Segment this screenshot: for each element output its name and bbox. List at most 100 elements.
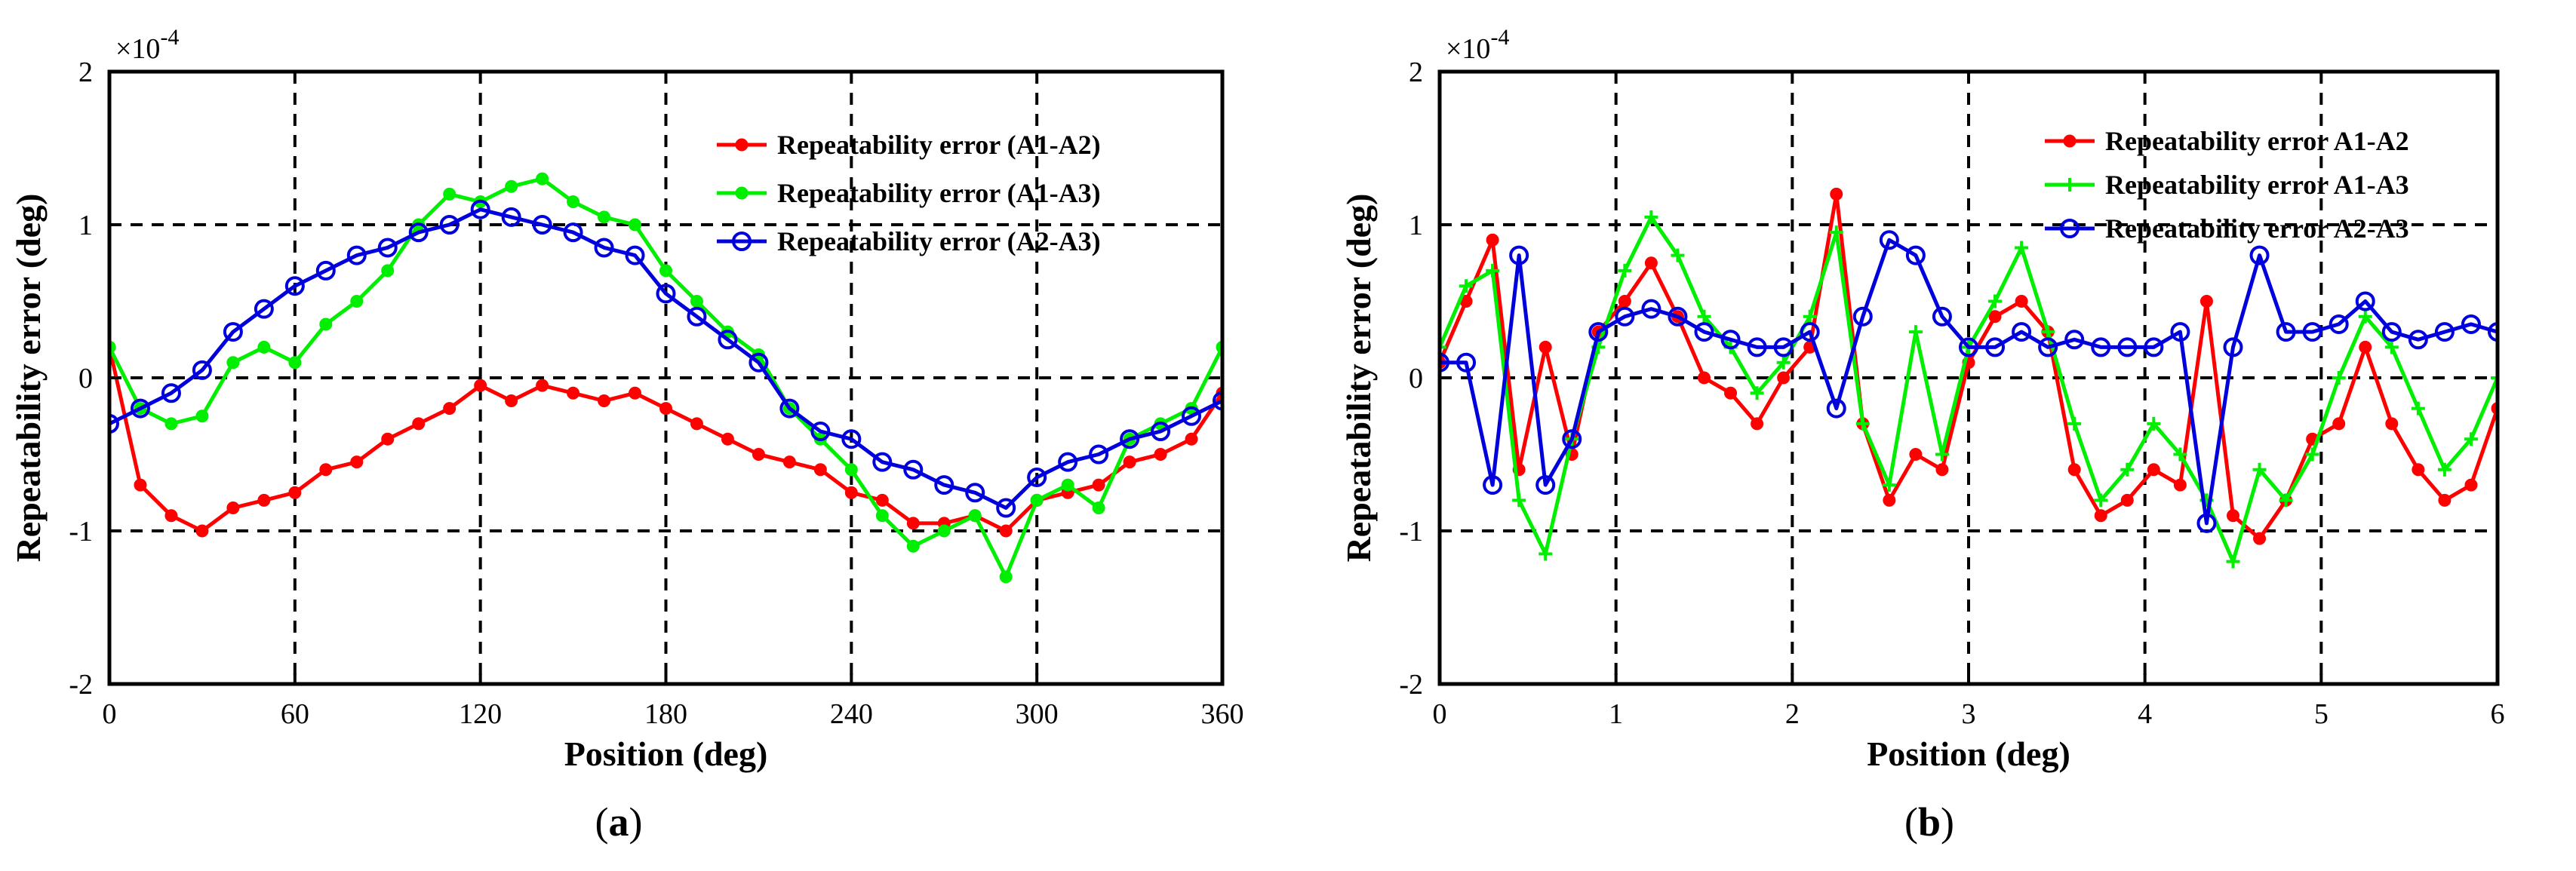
y-tick-label: 2 — [78, 57, 93, 88]
data-point — [2015, 295, 2028, 308]
data-point — [2332, 417, 2346, 431]
y-tick-label: -2 — [1399, 669, 1423, 701]
data-point — [408, 222, 429, 243]
panel-label-prefix: ( — [1904, 799, 1918, 845]
y-exponent-base: ×10 — [1446, 33, 1490, 65]
data-point — [377, 238, 398, 258]
data-point — [2199, 295, 2213, 308]
data-point — [536, 172, 549, 186]
data-point — [1092, 478, 1105, 492]
data-point — [996, 498, 1016, 518]
data-point — [2173, 478, 2187, 492]
data-point — [2305, 447, 2319, 462]
data-point — [718, 330, 738, 350]
data-point — [1440, 352, 1449, 373]
x-tick-label: 120 — [459, 698, 502, 730]
data-point — [2355, 291, 2375, 311]
data-point — [2329, 314, 2349, 334]
data-point — [2173, 447, 2187, 462]
panel-label-suffix: ) — [629, 799, 643, 845]
data-point — [470, 199, 490, 219]
data-point — [1935, 463, 1949, 477]
data-point — [659, 402, 672, 416]
data-point — [2094, 509, 2107, 523]
data-point — [2359, 340, 2372, 354]
data-point — [965, 483, 985, 503]
data-point — [1123, 455, 1136, 469]
x-axis-label: Position (deg) — [564, 735, 768, 773]
data-point — [2067, 416, 2082, 431]
data-point — [1486, 233, 1499, 247]
data-point — [1882, 478, 1896, 492]
data-point — [2223, 337, 2243, 357]
data-point — [934, 475, 954, 495]
data-point — [254, 299, 274, 319]
data-point — [2252, 462, 2267, 477]
y-axis-label: Repeatability error (deg) — [1339, 194, 1378, 563]
legend-swatch-marker — [732, 232, 752, 251]
data-point — [2461, 314, 2481, 334]
data-point — [1855, 416, 1870, 431]
x-tick-label: 240 — [830, 698, 873, 730]
data-point — [844, 463, 858, 477]
data-point — [875, 493, 889, 507]
data-point — [1509, 245, 1529, 265]
data-point — [1908, 325, 1923, 339]
data-point — [1058, 452, 1078, 472]
data-point — [2120, 462, 2135, 477]
data-point — [1615, 306, 1635, 327]
data-point — [2491, 371, 2498, 385]
data-point — [1459, 279, 1474, 293]
data-point — [2381, 322, 2402, 342]
data-point — [1154, 448, 1167, 461]
data-point — [659, 264, 672, 278]
data-point — [1803, 309, 1817, 324]
data-point — [2464, 432, 2478, 446]
data-point — [381, 432, 395, 446]
data-point — [1905, 245, 1926, 265]
panel-label-letter: a — [609, 799, 629, 845]
data-point — [1185, 432, 1198, 446]
data-point — [1486, 263, 1500, 278]
data-point — [2249, 245, 2270, 265]
data-point — [1483, 475, 1503, 495]
data-point — [782, 455, 796, 469]
data-point — [567, 195, 580, 209]
data-point — [2411, 401, 2425, 416]
data-point — [2015, 241, 2029, 255]
x-tick-label: 0 — [1433, 698, 1447, 730]
x-tick-label: 5 — [2314, 698, 2329, 730]
data-point — [257, 340, 271, 354]
data-point — [810, 422, 831, 442]
data-point — [629, 386, 642, 400]
data-point — [319, 317, 333, 331]
data-point — [350, 295, 364, 308]
data-point — [1618, 295, 1631, 308]
data-point — [2437, 462, 2452, 477]
legend: Repeatability error (A1-A2) Repeatability… — [717, 130, 1101, 256]
panel-label-suffix: ) — [1941, 799, 1954, 845]
data-point — [1776, 355, 1791, 370]
legend-entry-label: Repeatability error (A2-A3) — [777, 226, 1101, 256]
data-point — [1698, 371, 1711, 385]
data-point — [195, 524, 209, 538]
data-point — [1826, 398, 1846, 419]
data-point — [2412, 463, 2425, 477]
data-point — [779, 398, 800, 419]
legend-entry-label: Repeatability error A1-A2 — [2105, 126, 2409, 156]
data-point — [109, 413, 119, 434]
data-point — [841, 429, 862, 449]
y-tick-label: 0 — [78, 363, 93, 394]
data-point — [598, 394, 611, 407]
data-point — [2226, 554, 2240, 569]
legend-entry-label: Repeatability error (A1-A3) — [777, 178, 1101, 208]
data-point — [625, 245, 645, 265]
data-point — [656, 284, 676, 304]
data-point — [999, 570, 1013, 584]
data-point — [2358, 309, 2372, 324]
data-point — [567, 386, 580, 400]
data-point — [474, 379, 487, 392]
data-point — [532, 215, 552, 235]
data-point — [284, 276, 305, 296]
